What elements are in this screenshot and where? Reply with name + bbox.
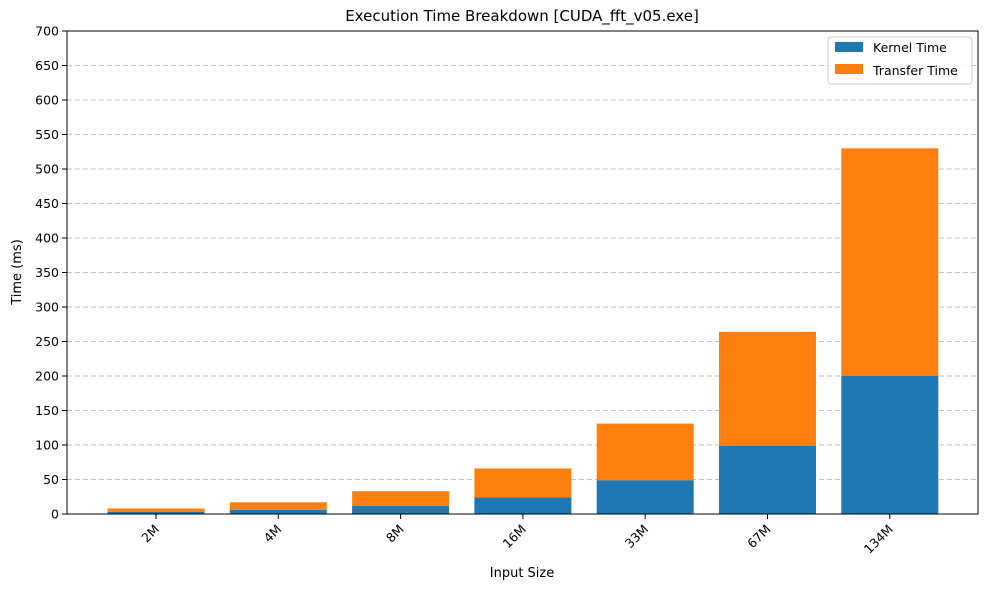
- legend-swatch-kernel-time: [835, 42, 863, 52]
- y-tick-label: 350: [35, 265, 59, 280]
- bar-kernel-time-16m: [474, 497, 572, 514]
- bar-transfer-time-33m: [596, 423, 694, 481]
- bar-kernel-time-8m: [352, 505, 450, 514]
- legend-frame: [827, 36, 973, 85]
- y-tick-label: 400: [35, 231, 59, 246]
- y-tick-label: 650: [35, 58, 59, 73]
- y-axis-label: Time (ms): [10, 239, 25, 306]
- x-axis-label: Input Size: [490, 566, 554, 581]
- bar-kernel-time-33m: [596, 480, 694, 514]
- bar-kernel-time-4m: [229, 509, 327, 514]
- y-tick-label: 200: [35, 369, 59, 384]
- y-tick-label: 300: [35, 300, 59, 315]
- bar-transfer-time-4m: [229, 502, 327, 510]
- y-tick-label: 450: [35, 196, 59, 211]
- chart-title: Execution Time Breakdown [CUDA_fft_v05.e…: [345, 7, 699, 26]
- legend-label-transfer-time: Transfer Time: [872, 63, 958, 78]
- bar-kernel-time-67m: [719, 445, 816, 514]
- bar-transfer-time-2m: [107, 508, 205, 512]
- bar-transfer-time-67m: [719, 331, 816, 446]
- y-tick-label: 700: [35, 24, 59, 39]
- y-tick-label: 250: [35, 334, 59, 349]
- legend: Kernel Time Transfer Time: [827, 36, 973, 85]
- y-tick-label: 150: [35, 403, 59, 418]
- y-tick-label: 550: [35, 127, 59, 142]
- bar-transfer-time-16m: [474, 468, 572, 498]
- bar-kernel-time-2m: [107, 511, 205, 514]
- y-tick-label: 50: [43, 472, 59, 487]
- bar-transfer-time-134m: [841, 148, 939, 376]
- y-tick-label: 500: [35, 162, 59, 177]
- legend-label-kernel-time: Kernel Time: [873, 40, 947, 55]
- y-axis-ticks: 0 50 100 150 200 250 300 350 400 450 500 550 600 650 7…: [35, 24, 67, 522]
- bars: [107, 148, 939, 514]
- y-tick-label: 100: [35, 438, 59, 453]
- y-tick-label: 600: [35, 93, 59, 108]
- y-tick-label: 0: [51, 507, 59, 522]
- bar-transfer-time-8m: [352, 491, 450, 506]
- legend-swatch-transfer-time: [835, 64, 863, 74]
- bar-kernel-time-134m: [841, 376, 939, 514]
